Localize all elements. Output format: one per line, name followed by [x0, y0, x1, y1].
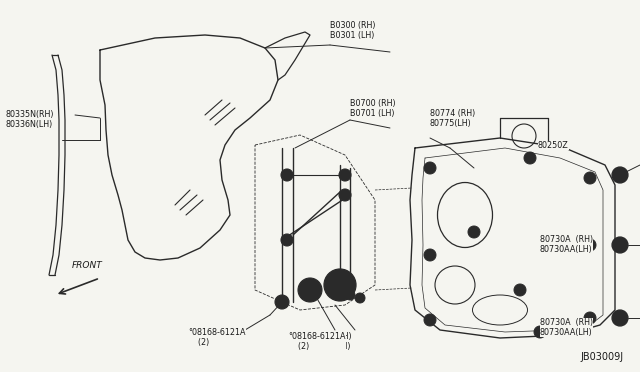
Text: 80730A  (RH)
80730AA(LH): 80730A (RH) 80730AA(LH): [540, 235, 593, 254]
Circle shape: [514, 284, 526, 296]
Circle shape: [518, 288, 522, 292]
Circle shape: [428, 253, 433, 257]
Circle shape: [612, 167, 628, 183]
Circle shape: [335, 280, 345, 290]
Circle shape: [355, 293, 365, 303]
Text: °08168-6121A
    (2): °08168-6121A (2): [288, 332, 346, 352]
Circle shape: [279, 299, 285, 305]
Circle shape: [284, 237, 290, 243]
Circle shape: [339, 189, 351, 201]
Circle shape: [281, 234, 293, 246]
Circle shape: [524, 152, 536, 164]
Circle shape: [324, 269, 356, 301]
Circle shape: [428, 166, 433, 170]
Circle shape: [339, 169, 351, 181]
Circle shape: [284, 172, 290, 178]
Text: 80730(RH)
80731(LH): 80730(RH) 80731(LH): [310, 332, 353, 352]
Circle shape: [348, 293, 352, 297]
Circle shape: [584, 239, 596, 251]
Circle shape: [307, 287, 313, 293]
Circle shape: [345, 290, 355, 300]
Text: 80250Z: 80250Z: [538, 141, 569, 150]
Circle shape: [424, 314, 436, 326]
Circle shape: [584, 172, 596, 184]
Circle shape: [342, 172, 348, 178]
Circle shape: [424, 249, 436, 261]
Circle shape: [538, 330, 543, 334]
Text: 80335N(RH)
80336N(LH): 80335N(RH) 80336N(LH): [5, 110, 54, 129]
Circle shape: [588, 176, 593, 180]
Circle shape: [584, 312, 596, 324]
Circle shape: [527, 155, 532, 160]
Circle shape: [468, 226, 480, 238]
Circle shape: [588, 315, 593, 321]
Circle shape: [281, 169, 293, 181]
Text: 80730A  (RH)
80730AA(LH): 80730A (RH) 80730AA(LH): [540, 318, 593, 337]
Circle shape: [612, 310, 628, 326]
Text: B0300 (RH)
B0301 (LH): B0300 (RH) B0301 (LH): [330, 20, 376, 40]
Circle shape: [588, 243, 593, 247]
Circle shape: [358, 296, 362, 300]
Text: 80774 (RH)
80775(LH): 80774 (RH) 80775(LH): [430, 109, 476, 128]
Circle shape: [275, 295, 289, 309]
Circle shape: [424, 162, 436, 174]
Circle shape: [428, 317, 433, 323]
Text: FRONT: FRONT: [72, 261, 103, 270]
Text: °08168-6121A
    (2): °08168-6121A (2): [188, 328, 246, 347]
Text: B0700 (RH)
B0701 (LH): B0700 (RH) B0701 (LH): [350, 99, 396, 118]
Circle shape: [342, 192, 348, 198]
Text: JB03009J: JB03009J: [580, 352, 623, 362]
Circle shape: [534, 326, 546, 338]
Circle shape: [612, 237, 628, 253]
Circle shape: [472, 230, 477, 234]
Circle shape: [298, 278, 322, 302]
